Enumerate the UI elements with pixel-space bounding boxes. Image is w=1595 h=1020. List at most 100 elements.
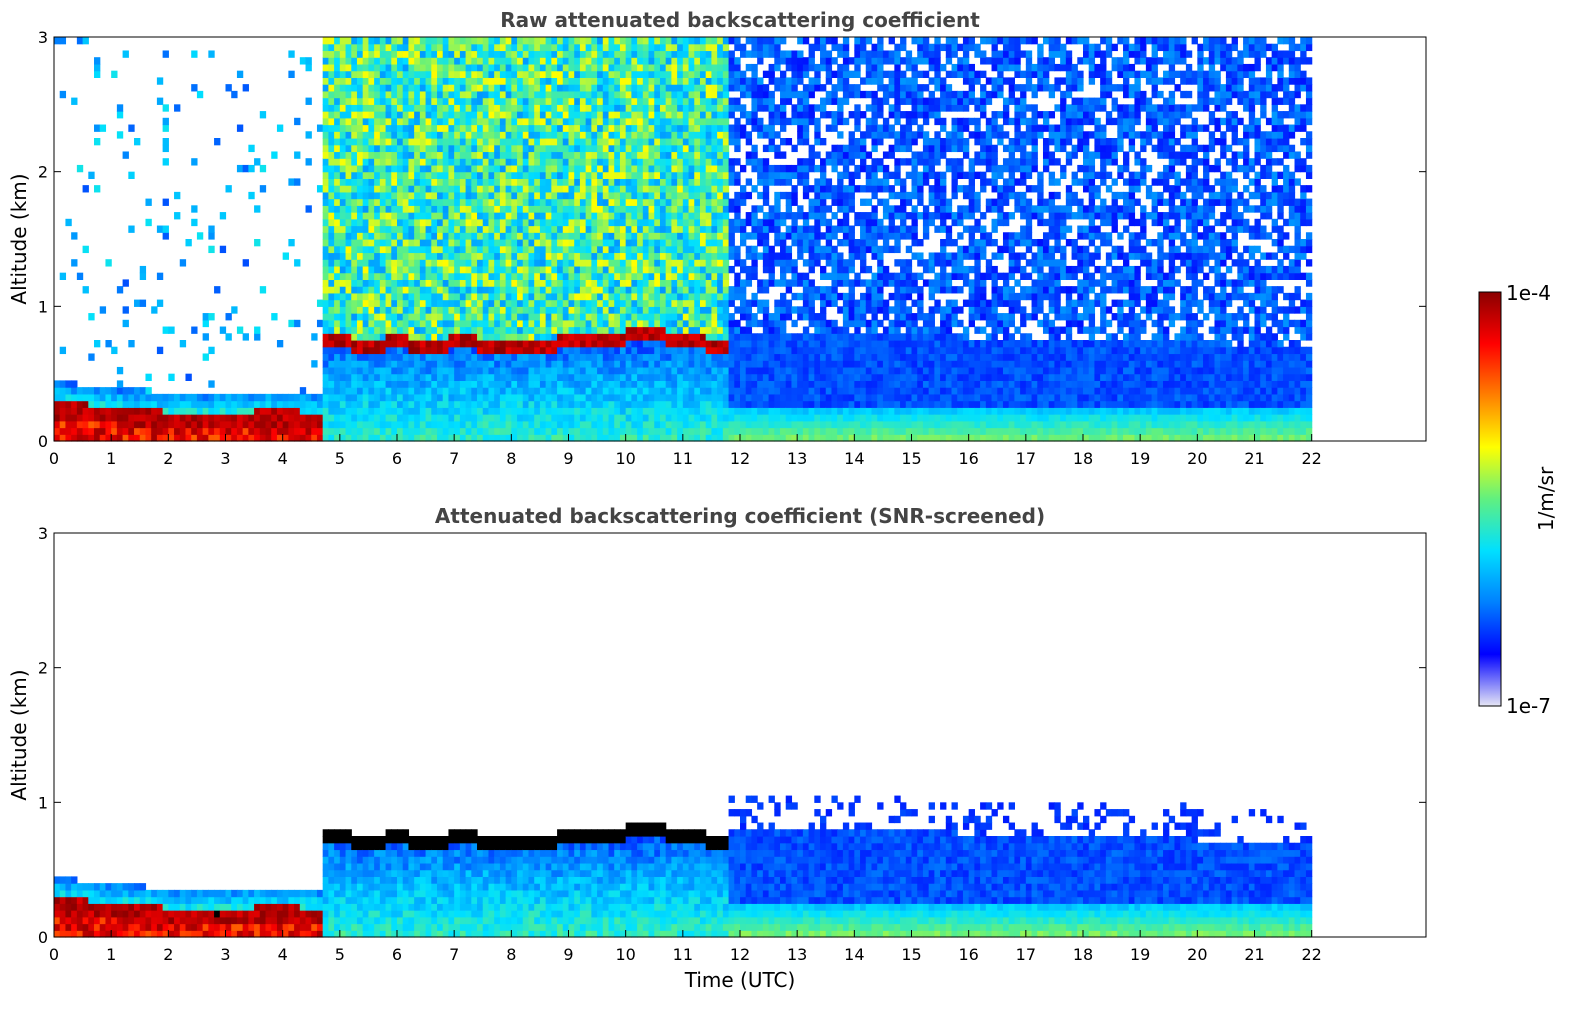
- heatmap-cell: [362, 117, 370, 126]
- heatmap-cell: [385, 164, 392, 173]
- heatmap-cell: [477, 306, 484, 314]
- heatmap-cell: [465, 198, 472, 206]
- heatmap-cell: [99, 124, 107, 132]
- heatmap-cell: [631, 286, 638, 294]
- heatmap-cell: [328, 84, 335, 92]
- heatmap-cell: [751, 427, 758, 435]
- heatmap-cell: [740, 90, 747, 99]
- heatmap-cell: [425, 245, 432, 254]
- heatmap-cell: [705, 218, 713, 227]
- heatmap-cell: [465, 380, 472, 388]
- heatmap-cell: [385, 306, 392, 314]
- heatmap-cell: [499, 340, 507, 348]
- heatmap-cell: [99, 387, 107, 395]
- heatmap-cell: [597, 63, 604, 72]
- heatmap-cell: [414, 272, 421, 280]
- heatmap-cell: [648, 178, 655, 186]
- heatmap-cell: [648, 400, 655, 408]
- heatmap-cell: [391, 279, 398, 287]
- heatmap-cell: [465, 144, 472, 153]
- heatmap-cell: [368, 171, 375, 179]
- heatmap-cell: [539, 218, 547, 227]
- heatmap-cell: [402, 299, 410, 307]
- heatmap-cell: [282, 393, 289, 402]
- heatmap-cell: [397, 191, 404, 200]
- heatmap-cell: [671, 90, 678, 99]
- heatmap-cell: [631, 245, 638, 254]
- heatmap-cell: [682, 70, 690, 78]
- heatmap-cell: [437, 63, 444, 72]
- heatmap-cell: [242, 259, 249, 267]
- heatmap-cell: [665, 333, 672, 341]
- heatmap-cell: [517, 43, 524, 52]
- heatmap-cell: [414, 366, 421, 375]
- heatmap-cell: [528, 306, 535, 314]
- heatmap-cell: [734, 191, 741, 200]
- heatmap-cell: [505, 286, 512, 294]
- heatmap-cell: [654, 144, 661, 153]
- heatmap-cell: [414, 171, 421, 179]
- heatmap-cell: [402, 420, 410, 429]
- heatmap-cell: [597, 400, 604, 408]
- heatmap-cell: [511, 279, 518, 287]
- heatmap-cell: [717, 407, 724, 415]
- heatmap-cell: [688, 212, 695, 220]
- heatmap-cell: [637, 407, 644, 415]
- heatmap-cell: [505, 346, 512, 355]
- heatmap-cell: [722, 400, 730, 408]
- heatmap-cell: [88, 407, 95, 415]
- heatmap-cell: [591, 124, 598, 132]
- heatmap-cell: [408, 340, 415, 348]
- heatmap-cell: [334, 326, 341, 334]
- heatmap-cell: [402, 178, 410, 186]
- heatmap-cell: [71, 400, 78, 408]
- heatmap-cell: [602, 319, 610, 328]
- heatmap-cell: [677, 70, 684, 78]
- heatmap-cell: [625, 420, 632, 429]
- heatmap-cell: [431, 373, 438, 381]
- heatmap-cell: [551, 292, 558, 301]
- heatmap-cell: [288, 434, 295, 442]
- heatmap-cell: [162, 104, 169, 112]
- heatmap-cell: [362, 90, 370, 99]
- heatmap-cell: [528, 387, 535, 395]
- heatmap-cell: [122, 420, 129, 429]
- heatmap-cell: [374, 414, 381, 422]
- heatmap-cell: [574, 77, 581, 85]
- heatmap-cell: [677, 353, 684, 361]
- heatmap-cell: [745, 434, 753, 442]
- heatmap-cell: [471, 205, 478, 213]
- heatmap-cell: [379, 171, 387, 179]
- heatmap-cell: [659, 124, 667, 132]
- heatmap-cell: [517, 90, 524, 99]
- heatmap-cell: [59, 420, 67, 429]
- heatmap-cell: [711, 252, 718, 260]
- heatmap-cell: [345, 279, 352, 287]
- heatmap-cell: [442, 84, 450, 92]
- heatmap-cell: [431, 400, 438, 408]
- heatmap-cell: [637, 178, 644, 186]
- heatmap-cell: [339, 360, 347, 368]
- heatmap-cell: [379, 50, 387, 58]
- heatmap-cell: [699, 279, 707, 287]
- heatmap-cell: [711, 414, 718, 422]
- heatmap-cell: [437, 171, 444, 179]
- heatmap-cell: [659, 70, 667, 78]
- heatmap-cell: [728, 218, 735, 227]
- heatmap-cell: [614, 333, 621, 341]
- heatmap-cell: [76, 420, 84, 429]
- heatmap-cell: [574, 164, 581, 173]
- heatmap-cell: [448, 37, 455, 45]
- heatmap-cell: [597, 138, 604, 146]
- heatmap-cell: [717, 299, 724, 307]
- heatmap-cell: [568, 380, 575, 388]
- heatmap-cell: [659, 37, 667, 45]
- heatmap-cell: [494, 90, 501, 99]
- heatmap-cell: [397, 178, 404, 186]
- heatmap-cell: [116, 407, 124, 415]
- heatmap-cell: [482, 138, 490, 146]
- heatmap-cell: [305, 407, 312, 415]
- heatmap-cell: [448, 387, 455, 395]
- heatmap-cell: [231, 90, 238, 99]
- heatmap-cell: [459, 326, 467, 334]
